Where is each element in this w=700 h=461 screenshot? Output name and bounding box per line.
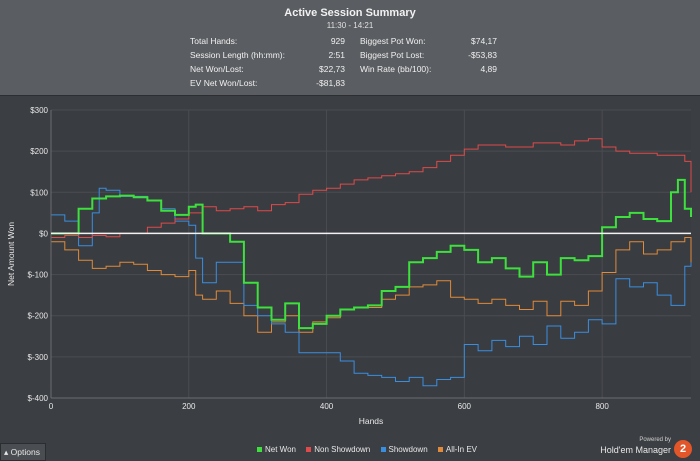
y-tick-label: $-200 (28, 312, 49, 321)
options-button[interactable]: ▴ Options (0, 443, 46, 461)
legend-net-won[interactable]: Net Won (257, 445, 296, 454)
session-summary-panel: Active Session Summary 11:30 - 14:21 Tot… (0, 0, 700, 96)
brand-name: Hold'em Manager (600, 445, 671, 455)
stat-value-win-rate: 4,89 (480, 64, 497, 74)
y-tick-label: $300 (30, 106, 48, 115)
options-label: Options (10, 447, 40, 457)
legend-swatch (437, 447, 443, 453)
x-tick-label: 800 (595, 402, 609, 411)
legend-showdown[interactable]: Showdown (380, 445, 428, 454)
stat-value-total-hands: 929 (330, 36, 345, 46)
stat-label-ev-net-won: EV Net Won/Lost: (190, 78, 258, 88)
stat-value-biggest-pot-lost: -$53,83 (468, 50, 497, 60)
y-tick-label: $-400 (28, 394, 49, 403)
stat-label-total-hands: Total Hands: (190, 36, 238, 46)
y-tick-label: $0 (39, 229, 48, 238)
stat-label-net-won: Net Won/Lost: (190, 64, 244, 74)
y-tick-label: $100 (30, 188, 48, 197)
chart-legend: Net Won Non Showdown Showdown All-In EV (257, 445, 485, 454)
series-line-non-showdown (51, 138, 692, 238)
x-tick-label: 600 (458, 402, 472, 411)
stat-value-ev-net-won: -$81,83 (316, 78, 345, 88)
chevron-up-icon: ▴ (4, 447, 9, 457)
chart-area: $300 $200 $100 $0 $-100 $-200 $-300 $-400 0 200 40… (0, 96, 700, 434)
legend-label: Showdown (388, 445, 428, 454)
powered-by-text: Powered by (639, 437, 671, 443)
stat-label-biggest-pot-lost: Biggest Pot Lost: (360, 50, 425, 60)
stat-value-biggest-pot-won: $74,17 (471, 36, 497, 46)
legend-swatch (257, 447, 262, 453)
y-tick-label: $200 (30, 147, 48, 156)
legend-label: All-In EV (445, 445, 477, 454)
series-line-net-won (51, 178, 692, 330)
stat-label-win-rate: Win Rate (bb/100): (360, 64, 432, 74)
y-tick-label: $-100 (28, 271, 49, 280)
legend-label: Net Won (265, 445, 296, 454)
stat-value-net-won: $22,73 (319, 64, 345, 74)
stat-value-session-length: 2:51 (328, 50, 345, 60)
plot-background (51, 110, 691, 398)
legend-swatch (306, 447, 312, 453)
stat-label-session-length: Session Length (hh:mm): (190, 50, 285, 60)
y-tick-label: $-300 (28, 353, 49, 362)
stat-label-biggest-pot-won: Biggest Pot Won: (360, 36, 426, 46)
x-axis-label: Hands (359, 416, 384, 426)
x-tick-label: 200 (182, 402, 196, 411)
legend-all-in-ev[interactable]: All-In EV (437, 445, 477, 454)
y-axis-label: Net Amount Won (6, 222, 16, 286)
summary-time-range: 11:30 - 14:21 (326, 21, 374, 30)
legend-non-showdown[interactable]: Non Showdown (306, 445, 370, 454)
legend-swatch (380, 447, 386, 453)
x-tick-label: 0 (49, 402, 54, 411)
brand-logo-badge: 2 (674, 440, 692, 458)
series-line-all-in-ev (51, 237, 692, 333)
legend-label: Non Showdown (314, 445, 371, 454)
summary-title: Active Session Summary (284, 7, 416, 19)
x-tick-label: 400 (320, 402, 334, 411)
